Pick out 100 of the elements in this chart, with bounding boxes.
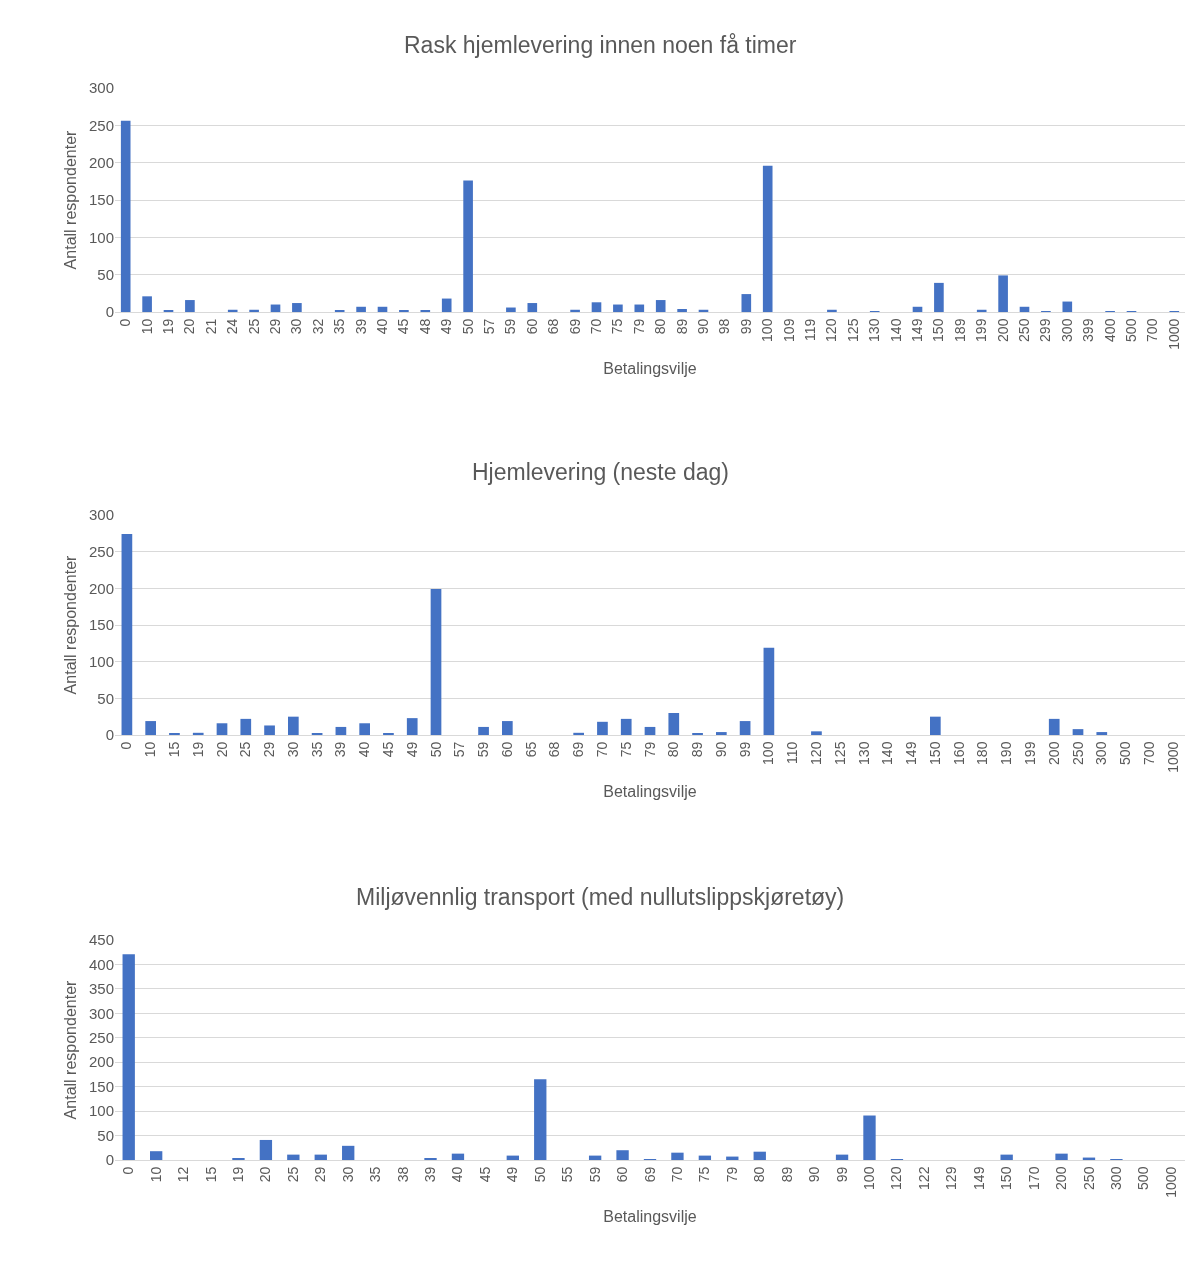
x-tick-label: 60 bbox=[498, 741, 515, 758]
x-tick-label: 38 bbox=[394, 1166, 411, 1183]
bar bbox=[1000, 1154, 1013, 1160]
x-tick-label: 75 bbox=[617, 741, 634, 758]
x-tick-label: 29 bbox=[261, 741, 278, 758]
y-tick-label: 200 bbox=[88, 153, 114, 171]
bar bbox=[335, 726, 347, 735]
x-tick-label: 39 bbox=[422, 1166, 439, 1183]
x-tick-label: 20 bbox=[181, 318, 198, 335]
x-tick-label: 50 bbox=[427, 741, 444, 758]
bar bbox=[377, 306, 388, 312]
x-tick-label: 45 bbox=[476, 1166, 493, 1183]
x-tick-label: 49 bbox=[504, 1166, 521, 1183]
x-tick-label: 70 bbox=[668, 1166, 685, 1183]
bar bbox=[192, 732, 204, 735]
x-tick-label: 500 bbox=[1123, 318, 1140, 342]
x-tick-label: 200 bbox=[1045, 741, 1062, 765]
x-tick-label: 100 bbox=[861, 1166, 878, 1190]
x-tick-label: 30 bbox=[284, 741, 301, 758]
x-tick-label: 55 bbox=[559, 1166, 576, 1183]
x-tick-label: 150 bbox=[930, 318, 947, 342]
x-tick-label: 45 bbox=[379, 741, 396, 758]
x-tick-label: 99 bbox=[833, 1166, 850, 1183]
y-tick-label: 150 bbox=[88, 1077, 114, 1095]
x-tick-label: 79 bbox=[723, 1166, 740, 1183]
x-tick-label: 40 bbox=[356, 741, 373, 758]
bar bbox=[185, 300, 195, 312]
x-tick-label: 199 bbox=[1021, 741, 1038, 765]
x-tick-label: 35 bbox=[308, 741, 325, 758]
chart-title: Hjemlevering (neste dag) bbox=[472, 459, 729, 485]
x-axis-title: Betalingsvilje bbox=[603, 1208, 697, 1226]
bar bbox=[359, 723, 371, 735]
x-tick-label: 109 bbox=[780, 318, 797, 342]
bar bbox=[451, 1153, 465, 1160]
bar bbox=[149, 1151, 163, 1160]
bar bbox=[591, 302, 602, 312]
y-tick-label: 0 bbox=[105, 726, 114, 744]
x-tick-label: 57 bbox=[451, 741, 468, 758]
x-tick-label: 75 bbox=[609, 318, 626, 335]
x-tick-label: 125 bbox=[844, 318, 861, 342]
x-tick-label: 57 bbox=[481, 318, 498, 335]
x-tick-label: 70 bbox=[588, 318, 605, 335]
x-tick-label: 68 bbox=[545, 318, 562, 335]
x-tick-label: 75 bbox=[696, 1166, 713, 1183]
bar bbox=[863, 1115, 876, 1160]
bar bbox=[573, 732, 585, 735]
bar bbox=[655, 300, 666, 312]
bar bbox=[216, 723, 228, 735]
x-tick-label: 80 bbox=[652, 318, 669, 335]
y-tick-label: 100 bbox=[88, 652, 114, 670]
y-tick-label: 350 bbox=[88, 980, 114, 998]
x-tick-label: 149 bbox=[903, 741, 920, 765]
y-tick-label: 100 bbox=[88, 1102, 114, 1120]
bar bbox=[527, 303, 538, 312]
bar bbox=[264, 725, 275, 735]
bar bbox=[145, 721, 157, 735]
bar bbox=[406, 718, 418, 735]
bar bbox=[741, 294, 752, 312]
x-tick-label: 12 bbox=[175, 1166, 192, 1183]
x-tick-label: 10 bbox=[142, 741, 159, 758]
x-tick-label: 90 bbox=[695, 318, 712, 335]
bar bbox=[501, 721, 513, 735]
bar bbox=[1096, 732, 1108, 735]
x-tick-label: 80 bbox=[751, 1166, 768, 1183]
x-axis-title: Betalingsvilje bbox=[603, 360, 697, 378]
x-tick-label: 0 bbox=[117, 318, 134, 327]
x-tick-label: 0 bbox=[118, 741, 135, 750]
x-tick-label: 70 bbox=[593, 741, 610, 758]
bar bbox=[739, 721, 751, 735]
x-tick-label: 15 bbox=[202, 1166, 219, 1183]
x-tick-label: 69 bbox=[641, 1166, 658, 1183]
x-tick-label: 65 bbox=[522, 741, 539, 758]
bar bbox=[1062, 301, 1073, 312]
x-tick-label: 68 bbox=[546, 741, 563, 758]
bar bbox=[597, 721, 608, 735]
x-tick-label: 150 bbox=[926, 741, 943, 765]
x-tick-label: 99 bbox=[736, 741, 753, 758]
y-tick-label: 0 bbox=[105, 303, 114, 321]
x-tick-label: 0 bbox=[120, 1166, 137, 1175]
bar bbox=[534, 1079, 547, 1160]
x-tick-label: 1000 bbox=[1162, 1166, 1179, 1198]
bar bbox=[671, 1152, 684, 1160]
y-tick-label: 300 bbox=[88, 1004, 114, 1022]
x-tick-label: 10 bbox=[147, 1166, 164, 1183]
x-tick-label: 99 bbox=[737, 318, 754, 335]
x-tick-label: 60 bbox=[614, 1166, 631, 1183]
bar bbox=[1048, 718, 1060, 735]
bar bbox=[356, 306, 366, 312]
x-tick-label: 39 bbox=[332, 741, 349, 758]
bar bbox=[912, 306, 923, 312]
x-tick-label: 180 bbox=[974, 741, 991, 765]
x-tick-label: 25 bbox=[284, 1166, 301, 1183]
bar bbox=[570, 309, 580, 312]
x-tick-label: 250 bbox=[1016, 318, 1033, 342]
x-tick-label: 69 bbox=[566, 318, 583, 335]
x-tick-label: 50 bbox=[531, 1166, 548, 1183]
y-tick-label: 200 bbox=[88, 1053, 114, 1071]
bar bbox=[715, 732, 727, 735]
x-tick-label: 100 bbox=[760, 741, 777, 765]
bar bbox=[478, 726, 489, 735]
